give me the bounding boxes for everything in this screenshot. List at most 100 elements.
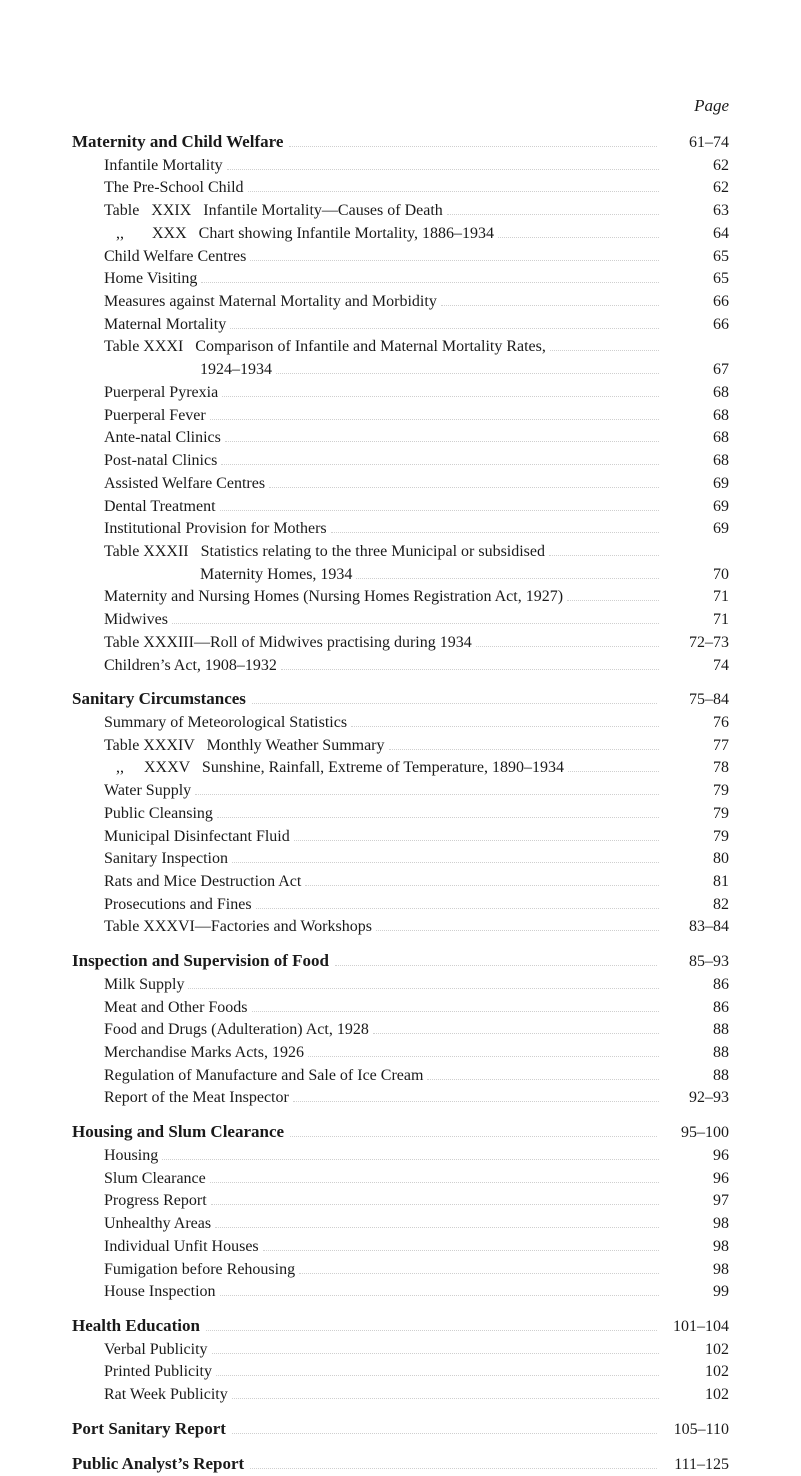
toc-section-range: 61–74 [663, 132, 729, 155]
dot-leader [252, 694, 657, 704]
toc-entry-label: Post-natal Clinics [104, 450, 217, 473]
toc-section: Housing and Slum Clearance95–100Housing9… [72, 1120, 729, 1304]
toc-entry: Merchandise Marks Acts, 1926 88 [72, 1042, 729, 1065]
toc-section: Public Analyst’s Report111–125 [72, 1452, 729, 1476]
dot-leader [220, 1286, 659, 1296]
toc-section: Sanitary Circumstances75–84Summary of Me… [72, 687, 729, 939]
toc-entry-label: Public Cleansing [104, 803, 213, 826]
toc-entry-label: Puerperal Pyrexia [104, 382, 218, 405]
toc-entry-page: 74 [663, 655, 729, 678]
dot-leader [232, 1389, 659, 1399]
toc-section-heading-row: Port Sanitary Report 105–110 [72, 1417, 729, 1442]
toc-section-range: 105–110 [663, 1419, 729, 1442]
toc-entry-page: 64 [663, 223, 729, 246]
toc-entry: Table XXXI Comparison of Infantile and M… [72, 336, 729, 359]
dot-leader [201, 274, 659, 284]
toc-entry-label: Infantile Mortality [104, 155, 223, 178]
toc-entry-label: Table XXXI Comparison of Infantile and M… [104, 336, 546, 359]
toc-entry-label: Table XXXVI—Factories and Workshops [104, 916, 372, 939]
toc-entry-label: Municipal Disinfectant Fluid [104, 826, 290, 849]
toc-section-title: Health Education [72, 1314, 200, 1338]
toc-entry-page: 68 [663, 427, 729, 450]
toc-entry-label: Milk Supply [104, 974, 184, 997]
toc-entry-page: 88 [663, 1065, 729, 1088]
toc-entry: Food and Drugs (Adulteration) Act, 19288… [72, 1019, 729, 1042]
toc-entry: Midwives71 [72, 609, 729, 632]
toc-entry-label: House Inspection [104, 1281, 216, 1304]
toc-section-title: Port Sanitary Report [72, 1417, 226, 1441]
toc-entry: Institutional Provision for Mothers69 [72, 518, 729, 541]
toc-entry-page: 70 [663, 564, 729, 587]
toc-entry-page: 97 [663, 1190, 729, 1213]
toc-section-heading-row: Health Education 101–104 [72, 1314, 729, 1339]
toc-section-heading-row: Inspection and Supervision of Food85–93 [72, 949, 729, 974]
toc-entry-page: 98 [663, 1259, 729, 1282]
toc-entry: Home Visiting65 [72, 268, 729, 291]
toc-entry: Table XXXII Statistics relating to the t… [72, 541, 729, 564]
toc-entry-page: 66 [663, 314, 729, 337]
toc-entry-label: Dental Treatment [104, 496, 216, 519]
toc-entry: 1924–193467 [72, 359, 729, 382]
toc-entry-page: 88 [663, 1042, 729, 1065]
dot-leader [225, 433, 659, 443]
dot-leader [373, 1025, 659, 1035]
dot-leader [263, 1241, 659, 1251]
toc-section: Maternity and Child Welfare61–74Infantil… [72, 130, 729, 677]
toc-entry: Rat Week Publicity102 [72, 1384, 729, 1407]
toc-entry: Verbal Publicity102 [72, 1339, 729, 1362]
toc-section-range: 101–104 [663, 1316, 729, 1339]
toc-entry-page: 69 [663, 496, 729, 519]
dot-leader [250, 251, 659, 261]
toc-entry-page: 68 [663, 450, 729, 473]
toc-entry-page: 81 [663, 871, 729, 894]
toc-entry-label: Measures against Maternal Mortality and … [104, 291, 437, 314]
toc-entry: Maternal Mortality66 [72, 314, 729, 337]
dot-leader [290, 1127, 657, 1137]
toc-entry-page: 66 [663, 291, 729, 314]
dot-leader [188, 979, 659, 989]
toc-entry: Puerperal Fever68 [72, 405, 729, 428]
toc-entry-label: Regulation of Manufacture and Sale of Ic… [104, 1065, 423, 1088]
dot-leader [252, 1002, 659, 1012]
toc-entry-page: 77 [663, 735, 729, 758]
toc-entry-page: 96 [663, 1168, 729, 1191]
toc-entry-page: 72–73 [663, 632, 729, 655]
toc-entry: The Pre-School Child62 [72, 177, 729, 200]
dot-leader [293, 1093, 659, 1103]
dot-leader [550, 342, 659, 352]
toc-entry-label: Home Visiting [104, 268, 197, 291]
toc-entry-page: 98 [663, 1213, 729, 1236]
toc-entry-label: Merchandise Marks Acts, 1926 [104, 1042, 304, 1065]
dot-leader [356, 569, 659, 579]
toc-entry-page: 68 [663, 382, 729, 405]
toc-entry-page: 71 [663, 586, 729, 609]
toc-entry: Child Welfare Centres65 [72, 246, 729, 269]
toc-entry-page: 86 [663, 974, 729, 997]
toc-entry: Unhealthy Areas 98 [72, 1213, 729, 1236]
toc-section-range: 95–100 [663, 1122, 729, 1145]
toc-entry-label: Unhealthy Areas [104, 1213, 211, 1236]
toc-entry-label: Ante-natal Clinics [104, 427, 221, 450]
toc-entry-label: Water Supply [104, 780, 191, 803]
dot-leader [389, 740, 659, 750]
dot-leader [248, 183, 659, 193]
toc-entry-label: Sanitary Inspection [104, 848, 228, 871]
toc-entry-page: 62 [663, 155, 729, 178]
dot-leader [250, 1459, 657, 1469]
toc-entry-label: Printed Publicity [104, 1361, 212, 1384]
dot-leader [335, 956, 657, 966]
toc-entry: Assisted Welfare Centres69 [72, 473, 729, 496]
toc-entry-page: 82 [663, 894, 729, 917]
dot-leader [281, 660, 659, 670]
toc-entry: House Inspection99 [72, 1281, 729, 1304]
dot-leader [568, 763, 659, 773]
toc-section-title: Public Analyst’s Report [72, 1452, 244, 1476]
toc-section: Port Sanitary Report 105–110 [72, 1417, 729, 1442]
dot-leader [331, 523, 659, 533]
toc-entry-label: Prosecutions and Fines [104, 894, 252, 917]
dot-leader [222, 387, 659, 397]
toc-section-title: Sanitary Circumstances [72, 687, 246, 711]
toc-entry-page: 69 [663, 518, 729, 541]
dot-leader [441, 296, 659, 306]
toc-entry: Fumigation before Rehousing98 [72, 1259, 729, 1282]
